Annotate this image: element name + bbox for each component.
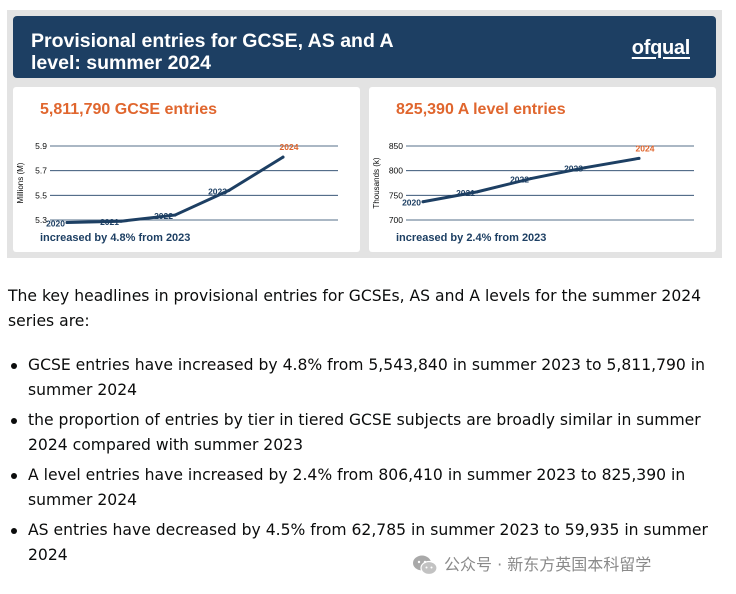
ofqual-logo: ofqual	[631, 37, 691, 59]
data-label-2022: 2022	[154, 211, 173, 221]
data-label-2022: 2022	[510, 175, 529, 185]
data-point	[475, 190, 479, 194]
banner-title: Provisional entries for GCSE, AS and A l…	[31, 30, 451, 74]
headline-as-entries: AS entries have decreased by 4.5% from 6…	[8, 518, 728, 568]
watermark: 公众号 · 新东方英国本科留学	[412, 552, 722, 578]
alevel-panel-title: 825,390 A level entries	[396, 101, 566, 118]
banner: Provisional entries for GCSE, AS and A l…	[13, 16, 716, 78]
gcse-panel-caption: increased by 4.8% from 2023	[40, 232, 191, 244]
wechat-icon	[413, 555, 438, 576]
y-tick-label: 5.3	[35, 215, 47, 225]
y-tick-label: 750	[389, 190, 403, 200]
data-label-2024: 2024	[636, 143, 655, 153]
data-point	[281, 155, 285, 159]
alevel-chart: 700 750 800 850 Thousands (k) 2020 2021 2022 202…	[372, 141, 694, 225]
watermark-text: 公众号 · 新东方英国本科留学	[444, 555, 652, 574]
y-axis-label: Thousands (k)	[372, 157, 381, 208]
gcse-chart: 5.3 5.5 5.7 5.9 Millions (M) 2020 2021 2022 2023…	[16, 141, 338, 227]
gcse-panel-title: 5,811,790 GCSE entries	[40, 101, 217, 118]
banner-title-line-1: Provisional entries for GCSE, AS and A	[31, 30, 394, 52]
banner-title-line-2: level: summer 2024	[31, 52, 211, 74]
y-tick-label: 5.9	[35, 141, 47, 151]
series-line	[65, 155, 285, 224]
alevel-panel-caption: increased by 2.4% from 2023	[396, 232, 547, 244]
data-point	[583, 166, 587, 170]
data-point	[119, 219, 123, 223]
y-tick-label: 5.5	[35, 190, 47, 200]
y-tick-label: 850	[389, 141, 403, 151]
data-point	[421, 200, 425, 204]
data-label-2021: 2021	[100, 217, 119, 227]
headlines-list: GCSE entries have increased by 4.8% from…	[8, 353, 728, 573]
y-axis-label: Millions (M)	[16, 162, 25, 203]
alevel-panel: 825,390 A level entries 700 750 800 850 Thou…	[369, 87, 716, 252]
data-label-2020: 2020	[402, 198, 421, 208]
data-label-2020: 2020	[46, 218, 65, 227]
y-tick-label: 800	[389, 166, 403, 176]
headline-tier-proportion: the proportion of entries by tier in tie…	[8, 408, 728, 458]
data-label-2023: 2023	[208, 186, 227, 196]
intro-text: The key headlines in provisional entries…	[8, 287, 702, 330]
data-point	[65, 220, 69, 224]
headline-gcse-entries: GCSE entries have increased by 4.8% from…	[8, 353, 728, 403]
headline-alevel-entries: A level entries have increased by 2.4% f…	[8, 463, 728, 513]
y-tick-label: 5.7	[35, 166, 47, 176]
data-label-2021: 2021	[456, 188, 475, 198]
data-point	[227, 188, 231, 192]
gcse-panel: 5,811,790 GCSE entries 5.3 5.5 5.7 5.9 Milli…	[13, 87, 360, 252]
data-label-2024: 2024	[280, 142, 299, 152]
data-label-2023: 2023	[564, 164, 583, 174]
data-point	[529, 177, 533, 181]
infographic: Provisional entries for GCSE, AS and A l…	[7, 10, 722, 258]
data-point	[173, 213, 177, 217]
y-tick-label: 700	[389, 215, 403, 225]
data-point	[637, 156, 641, 160]
